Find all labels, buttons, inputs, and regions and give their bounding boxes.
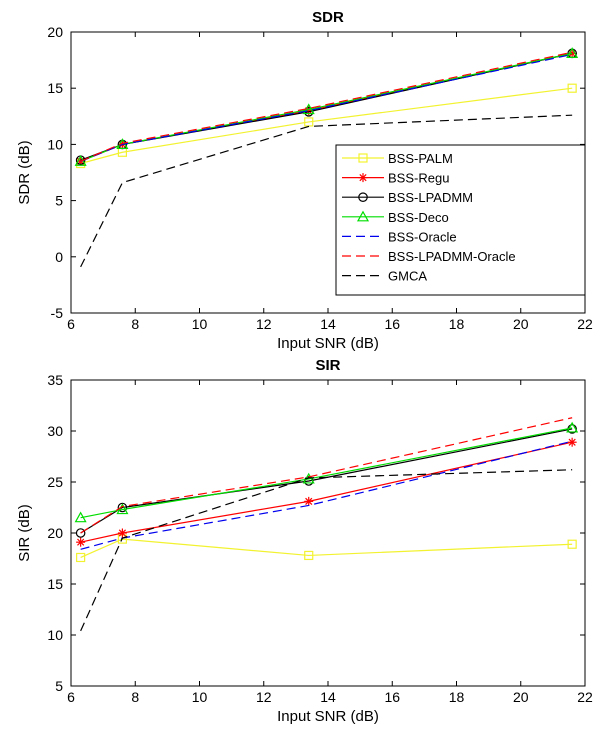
legend-item: BSS-Deco [342,210,449,225]
x-tick-label: 6 [67,316,75,332]
x-tick-label: 14 [320,316,336,332]
x-tick-label: 22 [577,316,593,332]
y-tick-label: -5 [51,305,64,321]
x-tick-label: 10 [192,689,208,705]
series-bss-lpadmm-oracle [80,51,573,162]
legend-label: BSS-PALM [388,151,453,166]
series-gmca [80,469,573,632]
x-tick-label: 12 [256,316,272,332]
y-axis-label: SDR (dB) [16,140,33,204]
x-axis-label: Input SNR (dB) [277,335,379,352]
legend-item: BSS-Regu [342,171,449,186]
legend-label: BSS-LPADMM [388,190,473,205]
y-tick-label: 20 [47,24,63,40]
circle-marker [75,528,86,538]
triangle-marker [566,421,579,433]
asterisk-marker [567,437,577,447]
asterisk-marker [304,496,314,506]
x-tick-label: 14 [320,689,336,705]
series-bss-lpadmm-oracle [80,417,573,534]
square-marker [567,83,577,93]
legend-box [335,144,586,296]
x-tick-label: 18 [449,689,465,705]
square-marker [304,550,314,561]
legend-item: GMCA [342,269,427,284]
legend-item: BSS-LPADMM [342,190,473,205]
square-marker [76,552,86,563]
x-tick-label: 16 [384,316,400,332]
asterisk-marker [76,537,86,547]
x-tick-label: 16 [384,689,400,705]
series-bss-oracle [80,440,573,550]
chart-title: SIR [315,357,340,374]
x-tick-label: 20 [513,316,529,332]
series-line [80,440,573,550]
legend-label: BSS-Deco [388,210,449,225]
triangle-marker [566,47,579,58]
y-tick-label: 5 [55,193,63,209]
legend-label: BSS-LPADMM-Oracle [388,249,516,264]
y-axis-label: SIR (dB) [16,504,33,562]
y-tick-label: 15 [47,576,63,592]
x-tick-label: 6 [67,689,75,705]
asterisk-marker [358,173,368,183]
legend-item: BSS-LPADMM-Oracle [342,249,516,264]
x-tick-label: 18 [449,316,465,332]
x-tick-label: 8 [131,316,139,332]
legend: BSS-PALM BSS-Regu BSS-LPADMM BSS-Deco BSS-Or… [335,144,586,296]
triangle-marker [356,210,370,222]
legend-label: BSS-Regu [388,171,449,186]
series-line [80,417,573,534]
x-tick-label: 8 [131,689,139,705]
y-tick-label: 25 [47,474,63,490]
series-line [80,441,573,543]
series-line [80,51,573,162]
x-tick-label: 20 [513,689,529,705]
legend-label: BSS-Oracle [388,229,457,244]
circle-marker [358,192,368,202]
triangle-marker [116,503,129,515]
y-tick-label: 20 [47,525,63,541]
triangle-marker [74,511,87,523]
series-gmca [80,114,573,268]
x-tick-label: 12 [256,689,272,705]
x-tick-label: 22 [577,689,593,705]
series-bss-regu [76,437,577,547]
y-tick-label: 0 [55,249,63,265]
asterisk-marker [117,528,127,538]
plot-area [70,379,586,687]
y-tick-label: 10 [47,136,63,152]
legend-item: BSS-Oracle [342,229,457,244]
series-line [80,87,573,165]
series-line [80,538,573,559]
y-tick-label: 30 [47,423,63,439]
chart-0: 6 8 10 12 14 16 18 20 22 -5 0 5 10 15 20 SDR Input SNR (… [16,9,593,352]
y-tick-label: 5 [55,678,63,694]
x-axis-label: Input SNR (dB) [277,708,379,725]
chart-title: SDR [312,9,344,26]
series-line [80,427,573,519]
legend-item: BSS-PALM [342,151,453,166]
square-marker [567,539,577,549]
legend-label: GMCA [388,269,427,284]
series-line [80,114,573,268]
y-tick-label: 35 [47,372,63,388]
square-marker [358,153,368,163]
circle-marker [117,502,128,513]
y-tick-label: 10 [47,627,63,643]
y-tick-label: 15 [47,80,63,96]
x-tick-label: 10 [192,316,208,332]
chart-1: 6 8 10 12 14 16 18 20 22 5 10 15 20 25 30 35 SIR Input SN… [16,357,593,725]
series-line [80,469,573,632]
